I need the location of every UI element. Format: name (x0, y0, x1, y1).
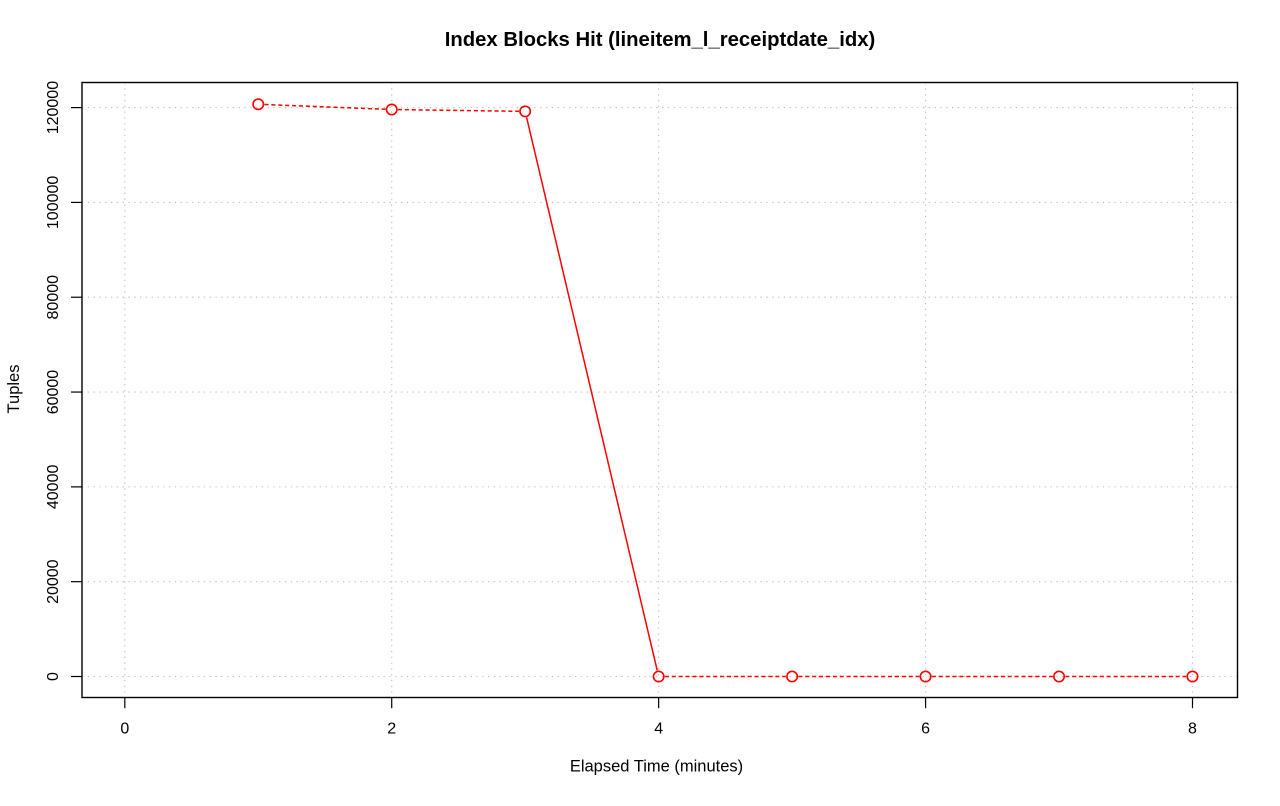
svg-text:120000: 120000 (45, 81, 62, 134)
svg-text:8: 8 (1188, 721, 1197, 738)
svg-text:0: 0 (120, 721, 129, 738)
svg-text:2: 2 (387, 721, 396, 738)
svg-text:60000: 60000 (45, 370, 62, 415)
svg-text:6: 6 (921, 721, 930, 738)
svg-text:0: 0 (45, 672, 62, 681)
svg-text:100000: 100000 (45, 176, 62, 229)
svg-text:4: 4 (654, 721, 663, 738)
svg-text:20000: 20000 (45, 559, 62, 604)
svg-text:Index Blocks Hit (lineitem_l_r: Index Blocks Hit (lineitem_l_receiptdate… (445, 29, 876, 51)
svg-text:Tuples: Tuples (5, 365, 23, 414)
svg-text:40000: 40000 (45, 465, 62, 510)
svg-text:80000: 80000 (45, 275, 62, 320)
svg-text:Elapsed Time (minutes): Elapsed Time (minutes) (570, 758, 743, 776)
